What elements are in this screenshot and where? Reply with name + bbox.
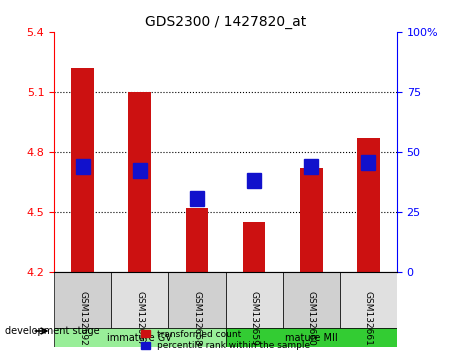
Bar xyxy=(243,222,266,272)
Text: GSM132592: GSM132592 xyxy=(78,291,87,346)
Bar xyxy=(111,272,168,328)
Text: GSM132659: GSM132659 xyxy=(249,291,258,346)
Bar xyxy=(226,328,397,347)
Text: mature MII: mature MII xyxy=(285,332,337,343)
Bar xyxy=(168,272,226,328)
Bar xyxy=(190,192,204,206)
Title: GDS2300 / 1427820_at: GDS2300 / 1427820_at xyxy=(145,16,306,29)
Legend: transformed count, percentile rank within the sample: transformed count, percentile rank withi… xyxy=(138,327,313,353)
Bar xyxy=(54,328,226,347)
Text: development stage: development stage xyxy=(5,326,99,336)
Text: GSM132661: GSM132661 xyxy=(364,291,373,346)
Bar xyxy=(283,272,340,328)
Text: GSM132658: GSM132658 xyxy=(193,291,202,346)
Bar xyxy=(361,155,375,170)
Text: GSM132657: GSM132657 xyxy=(135,291,144,346)
Text: GSM132660: GSM132660 xyxy=(307,291,316,346)
Bar xyxy=(340,272,397,328)
Bar xyxy=(300,168,322,272)
Bar xyxy=(76,159,90,175)
Bar xyxy=(54,272,111,328)
Text: immature GV: immature GV xyxy=(107,332,172,343)
Bar xyxy=(71,68,94,272)
Bar xyxy=(129,92,151,272)
Bar xyxy=(226,272,283,328)
Bar xyxy=(357,138,380,272)
Bar xyxy=(304,159,318,175)
Bar xyxy=(247,173,261,188)
Bar xyxy=(133,164,147,178)
Bar xyxy=(185,208,208,272)
